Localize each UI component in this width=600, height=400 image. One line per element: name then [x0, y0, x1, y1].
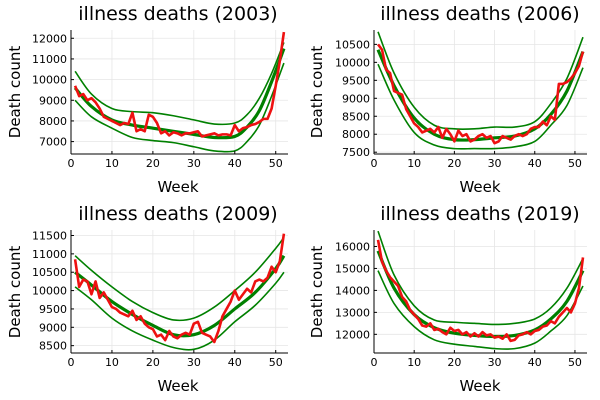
chart-title: illness deaths (2009)	[78, 203, 277, 225]
y-tick-label: 9000	[39, 321, 67, 334]
x-axis-label: Week	[157, 377, 198, 395]
x-tick-label: 40	[528, 356, 542, 369]
band-upper-line	[74, 236, 285, 322]
y-tick-label: 10000	[335, 56, 370, 69]
y-tick-label: 13000	[335, 306, 370, 319]
observed-line	[73, 31, 286, 138]
x-tick-label: 0	[371, 157, 378, 170]
x-tick-label: 50	[568, 356, 582, 369]
x-tick-label: 30	[488, 356, 502, 369]
y-tick-label: 12000	[335, 328, 370, 341]
x-tick-label: 50	[269, 356, 283, 369]
y-tick-label: 7500	[342, 146, 370, 159]
x-tick-label: 10	[407, 356, 421, 369]
x-tick-label: 20	[447, 356, 461, 369]
chart-panel-4: 0 10 20 30 40 50 12000 13000 14000 15000 16000 illn…	[308, 203, 587, 395]
y-tick-label: 7000	[39, 136, 67, 149]
band-lower-line	[74, 62, 285, 153]
band-upper-line	[377, 31, 584, 130]
y-tick-label: 11000	[32, 248, 67, 261]
x-tick-label: 20	[146, 356, 160, 369]
y-tick-label: 8000	[342, 128, 370, 141]
chart-panel-1: 0 10 20 30 40 50 7000 8000 9000 10000 11000 12000 il…	[6, 3, 288, 196]
x-tick-label: 50	[568, 157, 582, 170]
x-tick-label: 0	[68, 157, 75, 170]
series-group	[376, 31, 585, 150]
chart-panel-3: 0 10 20 30 40 50 8500 9000 9500 10000 10500 11000 11…	[6, 203, 288, 395]
y-axis-label: Death count	[6, 46, 24, 139]
y-tick-label: 9500	[39, 303, 67, 316]
x-axis-label: Week	[459, 178, 500, 196]
x-tick-label: 30	[187, 157, 201, 170]
y-tick-label: 9500	[342, 74, 370, 87]
band-lower-line	[74, 271, 285, 351]
y-tick-label: 9000	[39, 94, 67, 107]
x-tick-label: 10	[407, 157, 421, 170]
observed-line	[376, 43, 585, 145]
x-tick-label: 50	[269, 157, 283, 170]
observed-line	[73, 233, 286, 344]
y-tick-label: 9000	[342, 92, 370, 105]
y-tick-label: 8000	[39, 115, 67, 128]
y-tick-label: 10500	[335, 38, 370, 51]
y-tick-label: 14000	[335, 284, 370, 297]
y-tick-label: 12000	[32, 32, 67, 45]
x-tick-label: 10	[105, 356, 119, 369]
x-tick-label: 20	[447, 157, 461, 170]
x-tick-label: 40	[228, 157, 242, 170]
x-axis-label: Week	[157, 178, 198, 196]
x-tick-label: 30	[488, 157, 502, 170]
x-axis-label: Week	[459, 377, 500, 395]
x-tick-label: 40	[528, 157, 542, 170]
fit-curve-line	[376, 49, 585, 142]
x-tick-label: 0	[68, 356, 75, 369]
band-upper-line	[377, 230, 584, 326]
y-tick-label: 10000	[32, 285, 67, 298]
y-tick-label: 10000	[32, 74, 67, 87]
chart-panel-2: 0 10 20 30 40 50 7500 8000 8500 9000 9500 10000 1050…	[308, 3, 587, 196]
series-group	[73, 233, 286, 351]
y-tick-label: 10500	[32, 266, 67, 279]
y-tick-label: 16000	[335, 240, 370, 253]
x-tick-label: 30	[187, 356, 201, 369]
x-tick-label: 20	[146, 157, 160, 170]
chart-title: illness deaths (2019)	[380, 203, 579, 225]
y-axis-label: Death count	[308, 246, 326, 339]
fit-curve-line	[74, 254, 286, 338]
x-tick-label: 40	[228, 356, 242, 369]
band-lower-line	[377, 270, 584, 350]
y-tick-label: 8500	[342, 110, 370, 123]
series-group	[73, 31, 286, 153]
y-axis-label: Death count	[308, 46, 326, 139]
y-axis-label: Death count	[6, 246, 24, 339]
y-tick-label: 11500	[32, 230, 67, 243]
x-tick-label: 0	[371, 356, 378, 369]
band-upper-line	[74, 42, 285, 126]
chart-title: illness deaths (2006)	[380, 3, 579, 25]
y-tick-label: 8500	[39, 340, 67, 353]
chart-title: illness deaths (2003)	[78, 3, 277, 25]
band-lower-line	[377, 63, 584, 150]
y-tick-label: 11000	[32, 53, 67, 66]
y-tick-label: 15000	[335, 262, 370, 275]
observed-line	[376, 239, 585, 343]
series-group	[376, 230, 585, 350]
x-tick-label: 10	[105, 157, 119, 170]
